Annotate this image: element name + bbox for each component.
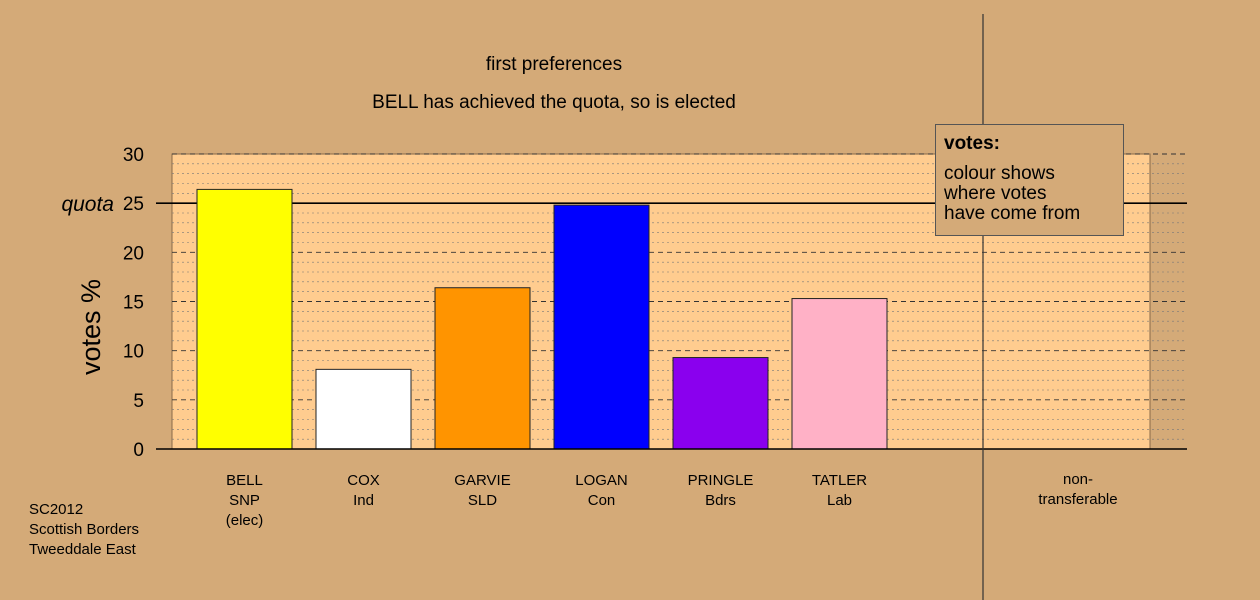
source-line: Scottish Borders	[29, 521, 140, 538]
x-label-bell: BELL	[226, 472, 263, 489]
y-tick-label: 10	[123, 342, 144, 363]
y-tick-label: 25	[123, 194, 144, 215]
x-label-cox: COX	[347, 472, 380, 489]
legend-line: have come from	[944, 203, 1081, 224]
y-tick-label: 15	[123, 293, 144, 314]
source-note: SC2012 Scottish Borders Tweeddale East	[29, 500, 139, 560]
quota-label: quota	[61, 193, 114, 216]
x-label-tatler: TATLER	[812, 472, 867, 489]
bar-garvie	[434, 287, 531, 450]
x-label-non-transferable: transferable	[1038, 491, 1117, 508]
axes	[156, 14, 1187, 600]
y-tick-label: 20	[123, 243, 144, 264]
x-label-garvie: SLD	[468, 492, 497, 509]
x-label-cox: Ind	[353, 492, 374, 509]
bar-logan	[553, 204, 650, 450]
x-label-non-transferable: non-	[1063, 471, 1093, 488]
y-axis-label: votes %	[76, 279, 106, 375]
legend-title: votes:	[944, 133, 1000, 154]
x-label-bell: (elec)	[226, 512, 264, 529]
x-label-tatler: Lab	[827, 492, 852, 509]
chart-subtitle: BELL has achieved the quota, so is elect…	[372, 92, 736, 113]
x-tick-labels: BELL SNP (elec) COX Ind GARVIE SLD LOGAN Con PRIN…	[226, 471, 1118, 529]
legend-line: where votes	[944, 183, 1047, 204]
source-line: SC2012	[29, 501, 84, 518]
bar-bell	[196, 188, 293, 450]
bar-cox	[315, 368, 412, 450]
y-tick-label: 0	[133, 440, 144, 461]
x-label-pringle: Bdrs	[705, 492, 736, 509]
y-tick-label: 30	[123, 145, 144, 166]
y-tick-labels: 0 5 10 15 20 25 30 quota	[61, 145, 144, 461]
x-label-pringle: PRINGLE	[688, 472, 754, 489]
x-label-logan: Con	[588, 492, 616, 509]
bars	[196, 188, 888, 450]
legend-box: votes: colour shows where votes have com…	[935, 124, 1124, 236]
x-label-logan: LOGAN	[575, 472, 628, 489]
source-line: Tweeddale East	[29, 541, 136, 558]
bar-pringle	[672, 357, 769, 450]
x-label-garvie: GARVIE	[454, 472, 510, 489]
chart-title: first preferences	[485, 54, 623, 75]
legend-line: colour shows	[944, 163, 1055, 184]
y-tick-label: 5	[133, 391, 144, 412]
bar-tatler	[791, 298, 888, 450]
x-label-bell: SNP	[229, 492, 260, 509]
